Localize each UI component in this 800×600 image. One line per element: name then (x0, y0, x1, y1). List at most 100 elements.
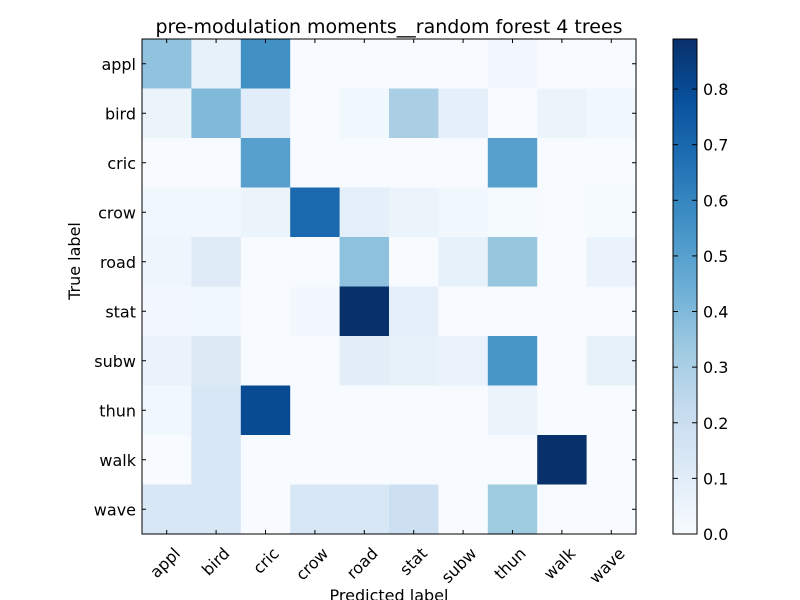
y-tick-label: bird (105, 104, 136, 123)
heatmap-cell-appl-appl (142, 39, 192, 90)
heatmap-cell-stat-appl (142, 286, 192, 337)
heatmap-cell-cric-subw (438, 138, 489, 189)
heatmap-cell-subw-road (339, 336, 390, 387)
x-tick-label: crow (292, 544, 332, 584)
heatmap-cell-crow-bird (191, 187, 242, 238)
heatmap-cell-thun-crow (290, 385, 341, 436)
y-tick-label: road (100, 253, 136, 272)
heatmap-cell-thun-road (339, 385, 390, 436)
colorbar-tick-label: 0.1 (703, 469, 728, 488)
heatmap-cell-cric-bird (191, 138, 242, 189)
heatmap-cell-wave-cric (240, 484, 291, 535)
heatmap-cell-appl-thun (487, 39, 538, 90)
heatmap-cell-bird-wave (586, 88, 637, 139)
heatmap-cell-bird-subw (438, 88, 489, 139)
heatmap-cell-wave-subw (438, 484, 489, 535)
y-tick-label: subw (94, 352, 136, 371)
heatmap-cell-cric-stat (389, 138, 439, 189)
heatmap-cell-walk-thun (487, 435, 538, 486)
plot-frame (141, 38, 637, 535)
heatmap-cell-cric-thun (487, 138, 538, 189)
heatmap-cell-subw-wave (586, 336, 637, 387)
heatmap-cell-bird-stat (389, 88, 439, 139)
heatmap-cell-crow-road (339, 187, 390, 238)
y-tick-label: thun (99, 401, 136, 420)
heatmap-cell-walk-cric (240, 435, 291, 486)
heatmap-cell-stat-stat (389, 286, 439, 337)
heatmap-cell-walk-crow (290, 435, 341, 486)
heatmap-cell-road-thun (487, 237, 538, 288)
heatmap-cell-stat-bird (191, 286, 242, 337)
heatmap-cell-appl-subw (438, 39, 489, 90)
heatmap-cell-road-cric (240, 237, 291, 288)
heatmap-cell-walk-appl (142, 435, 192, 486)
heatmap-cell-thun-appl (142, 385, 192, 436)
heatmap-cell-cric-wave (586, 138, 637, 189)
heatmap-cell-appl-cric (240, 39, 291, 90)
x-tick-label: wave (585, 544, 628, 587)
heatmap-cell-crow-walk (537, 187, 588, 238)
heatmap-cell-road-appl (142, 237, 192, 288)
heatmap-cell-road-road (339, 237, 390, 288)
heatmap-cell-subw-subw (438, 336, 489, 387)
colorbar-tick-label: 0.8 (703, 80, 728, 99)
heatmap-cell-bird-bird (191, 88, 242, 139)
heatmap-cell-road-crow (290, 237, 341, 288)
heatmap-cell-bird-road (339, 88, 390, 139)
heatmap-cell-cric-walk (537, 138, 588, 189)
heatmap-cell-wave-road (339, 484, 390, 535)
heatmap-cell-stat-subw (438, 286, 489, 337)
x-tick-label: cric (249, 544, 283, 578)
heatmap-cell-wave-bird (191, 484, 242, 535)
heatmap-cell-road-stat (389, 237, 439, 288)
heatmap-cell-wave-walk (537, 484, 588, 535)
heatmap-cell-thun-stat (389, 385, 439, 436)
heatmap-cell-crow-appl (142, 187, 192, 238)
heatmap-cell-thun-thun (487, 385, 538, 436)
y-tick-label: wave (94, 500, 136, 519)
y-axis-ticks: appl bird cric crow road stat subw thun walk wave (94, 55, 636, 519)
heatmap-cell-walk-subw (438, 435, 489, 486)
heatmap-cell-walk-wave (586, 435, 637, 486)
heatmap-cell-wave-stat (389, 484, 439, 535)
heatmap-cell-thun-cric (240, 385, 291, 436)
heatmap-cell-walk-walk (537, 435, 588, 486)
heatmap-cell-thun-walk (537, 385, 588, 436)
heatmap-cell-appl-crow (290, 39, 341, 90)
heatmap-cell-thun-wave (586, 385, 637, 436)
heatmap-cell-cric-cric (240, 138, 291, 189)
heatmap-cell-stat-crow (290, 286, 341, 337)
colorbar-tick-label: 0.0 (703, 525, 728, 544)
heatmap-cell-appl-bird (191, 39, 242, 90)
heatmap-cell-crow-crow (290, 187, 341, 238)
heatmap-cell-road-walk (537, 237, 588, 288)
x-tick-label: stat (396, 544, 431, 579)
heatmap-cell-stat-walk (537, 286, 588, 337)
heatmap-cell-road-wave (586, 237, 637, 288)
heatmap-cell-appl-wave (586, 39, 637, 90)
heatmap-cell-stat-road (339, 286, 390, 337)
x-tick-label: subw (437, 544, 480, 587)
y-tick-label: walk (99, 451, 136, 470)
colorbar-tick-label: 0.2 (703, 414, 728, 433)
y-tick-label: stat (105, 302, 136, 321)
x-tick-label: bird (198, 544, 233, 579)
heatmap-cell-crow-wave (586, 187, 637, 238)
heatmap-cell-walk-stat (389, 435, 439, 486)
y-tick-label: appl (101, 55, 136, 74)
heatmap-cell-subw-walk (537, 336, 588, 387)
heatmap-cell-wave-thun (487, 484, 538, 535)
heatmap-cell-bird-crow (290, 88, 341, 139)
heatmap-cell-stat-wave (586, 286, 637, 337)
heatmap-cell-subw-stat (389, 336, 439, 387)
heatmap-cell-stat-thun (487, 286, 538, 337)
colorbar-ticks: 0.0 0.1 0.2 0.3 0.4 0.5 0.6 0.7 0.8 (673, 80, 728, 544)
heatmap-cell-subw-thun (487, 336, 538, 387)
heatmap-cell-road-subw (438, 237, 489, 288)
y-axis-label: True label (65, 222, 84, 301)
heatmap-cell-subw-crow (290, 336, 341, 387)
heatmap-cell-crow-stat (389, 187, 439, 238)
heatmap-cell-bird-cric (240, 88, 291, 139)
colorbar-tick-label: 0.6 (703, 191, 728, 210)
